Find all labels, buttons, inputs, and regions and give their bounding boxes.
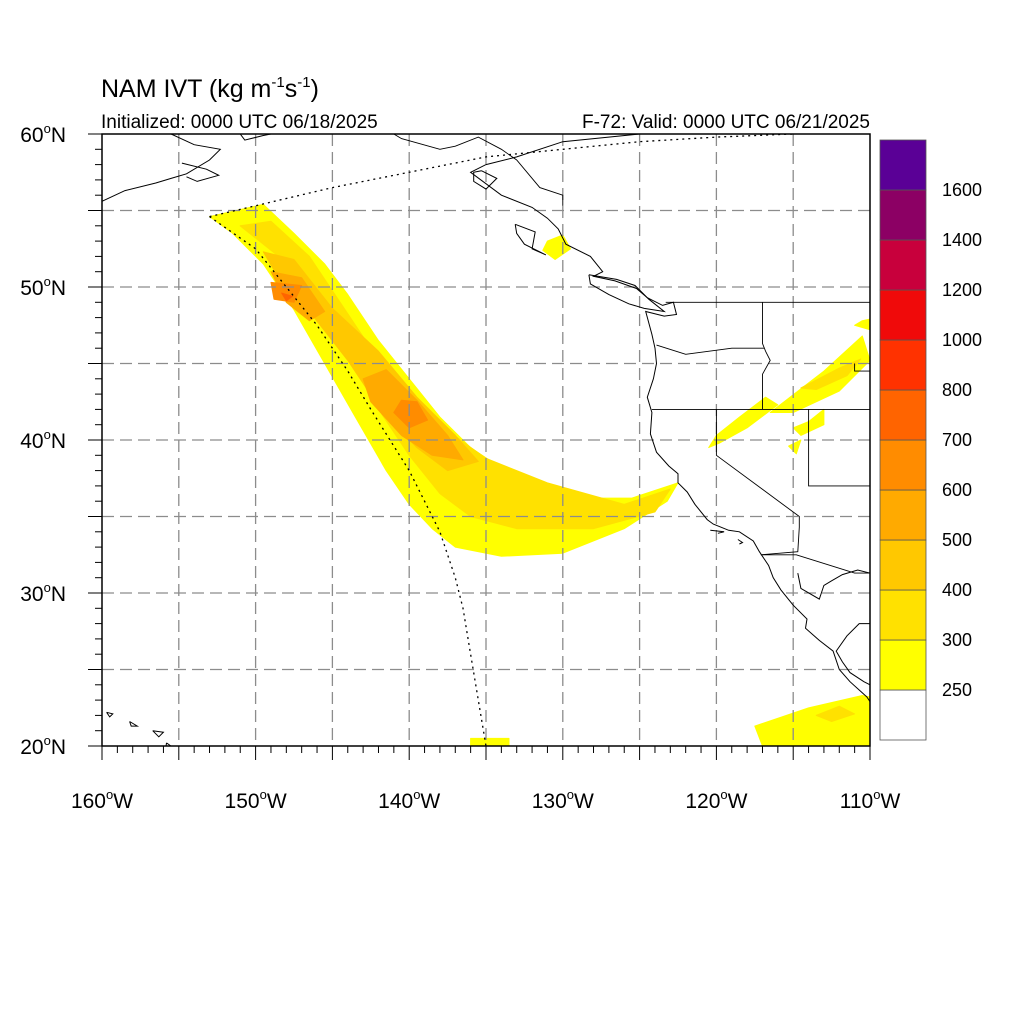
political-border (393, 134, 564, 206)
colorbar-swatch (879, 439, 927, 491)
title-mid: s (285, 75, 298, 103)
political-border (762, 302, 771, 410)
ivt-250-area (470, 737, 510, 746)
coastline (710, 529, 725, 534)
ivt-300-area (815, 705, 856, 722)
political-border (854, 363, 870, 372)
lat-tick-label: 20oN (20, 733, 66, 759)
colorbar-label: 1200 (942, 280, 982, 300)
political-border (760, 554, 870, 574)
coastline (514, 223, 547, 256)
ivt-700-area (281, 292, 293, 302)
geography-layer (102, 134, 870, 746)
coastline (737, 539, 744, 545)
colorbar-label: 1400 (942, 230, 982, 250)
colorbar-swatch (879, 539, 927, 591)
colorbar-label: 800 (942, 380, 972, 400)
political-border (808, 409, 870, 487)
colorbar-swatch (879, 339, 927, 391)
coastline (588, 274, 666, 313)
colorbar-label: 700 (942, 430, 972, 450)
coastline (129, 721, 140, 727)
model-domain-boundary (209, 134, 794, 746)
ivt-250-area (542, 234, 571, 260)
coastline (469, 134, 870, 702)
title-sup1: -1 (271, 74, 284, 91)
valid-time-label: F-72: Valid: 0000 UTC 06/21/2025 (582, 112, 870, 133)
coastline (473, 170, 498, 190)
colorbar-label: 1600 (942, 180, 982, 200)
colorbar-swatch (879, 639, 927, 691)
ivt-300-area (800, 358, 862, 390)
lon-tick-label: 120oW (685, 787, 747, 813)
lat-tick-label: 60oN (20, 121, 66, 147)
coastline (835, 623, 870, 686)
colorbar-label: 250 (942, 680, 972, 700)
ivt-600-area (393, 399, 429, 429)
title-sup2: -1 (297, 74, 310, 91)
ivt-250-area (854, 318, 870, 331)
lat-tick-label: 50oN (20, 274, 66, 300)
colorbar-swatch (879, 689, 927, 741)
colorbar-label: 600 (942, 480, 972, 500)
lon-tick-label: 130oW (532, 787, 594, 813)
colorbar-swatch (879, 589, 927, 641)
lon-tick-label: 110oW (840, 787, 901, 813)
domain-edge-dotted (209, 134, 794, 746)
colorbar: 250 300 400 500 600 700 800 1000 1200 1400 1600 (879, 139, 982, 741)
colorbar-label: 500 (942, 530, 972, 550)
colorbar-label: 300 (942, 630, 972, 650)
colorbar-label: 400 (942, 580, 972, 600)
colorbar-swatch (879, 189, 927, 241)
ivt-shading-layer (209, 203, 870, 746)
lon-tick-label: 140oW (378, 787, 440, 813)
ivt-600-area (270, 281, 303, 303)
coastline (181, 162, 221, 182)
colorbar-swatch (879, 389, 927, 441)
political-border (715, 409, 800, 556)
axis-labels: 160oW 150oW 140oW 130oW 120oW 110oW 60oN 50oN 40… (20, 121, 900, 813)
coastline (797, 569, 870, 600)
map-panel (88, 133, 871, 760)
chart-title: NAM IVT (kg m-1s-1) (101, 74, 319, 103)
colorbar-swatch (879, 289, 927, 341)
colorbar-swatch (879, 139, 927, 191)
colorbar-swatch (879, 239, 927, 291)
colorbar-label: 1000 (942, 330, 982, 350)
ivt-250-area (788, 439, 802, 455)
coastline (106, 711, 114, 718)
lat-tick-label: 40oN (20, 427, 66, 453)
coastline (102, 134, 222, 202)
title-main: NAM IVT (kg m (101, 75, 271, 103)
title-end: ) (311, 75, 319, 103)
political-border (656, 344, 764, 355)
axis-ticks (88, 133, 871, 760)
init-time-label: Initialized: 0000 UTC 06/18/2025 (101, 112, 378, 133)
colorbar-swatch (879, 489, 927, 541)
lon-tick-label: 160oW (71, 787, 133, 813)
coastline (152, 730, 165, 738)
lat-tick-label: 30oN (20, 580, 66, 606)
lon-tick-label: 150oW (225, 787, 287, 813)
